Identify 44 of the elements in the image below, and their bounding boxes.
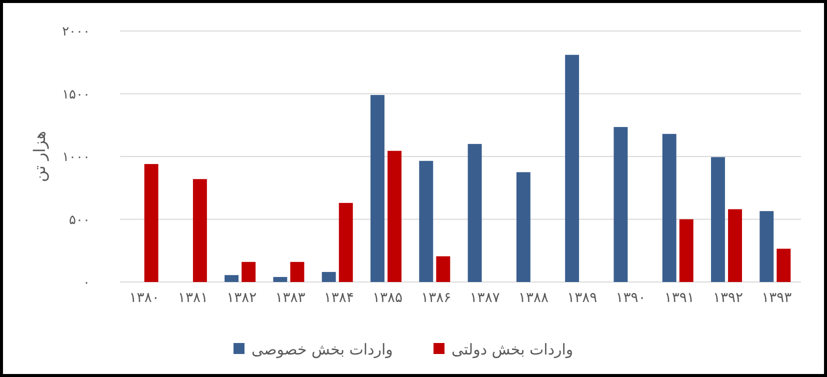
x-tick-label: ۱۳۹۰ — [616, 290, 646, 306]
bar — [614, 127, 628, 282]
y-tick-label: ۱۰۰۰ — [62, 150, 90, 166]
legend-label: واردات بخش خصوصی — [252, 340, 393, 358]
x-tick-label: ۱۳۸۹ — [567, 290, 598, 306]
bar — [290, 262, 304, 282]
bar — [388, 150, 402, 282]
bar — [419, 160, 434, 282]
y-tick-label: ۲۰۰۰ — [62, 24, 90, 40]
bar — [144, 164, 158, 282]
x-tick-label: ۱۳۹۳ — [762, 290, 792, 306]
bar — [273, 276, 288, 282]
x-tick-label: ۱۳۸۸ — [518, 290, 549, 306]
bar — [711, 157, 725, 282]
legend-label: واردات بخش دولتی — [452, 340, 574, 358]
y-tick-label: ۵۰۰ — [69, 212, 90, 228]
bar — [192, 179, 207, 282]
y-tick-label: ۱۵۰۰ — [62, 87, 90, 102]
bar — [468, 144, 482, 282]
bar — [224, 275, 239, 282]
x-tick-label: ۱۳۹۲ — [712, 290, 744, 306]
bar — [728, 209, 742, 282]
bar — [662, 134, 676, 282]
bar — [242, 262, 256, 282]
x-tick-label: ۱۳۸۵ — [372, 290, 403, 306]
x-tick-label: ۱۳۸۶ — [421, 290, 452, 306]
bar — [760, 211, 774, 282]
bar — [516, 172, 530, 282]
x-tick-label: ۱۳۹۱ — [664, 290, 694, 306]
x-tick-label: ۱۳۸۳ — [275, 290, 306, 306]
bar — [338, 202, 353, 282]
x-tick-label: ۱۳۸۴ — [324, 290, 354, 306]
x-tick-label: ۱۳۸۱ — [178, 290, 208, 306]
bar — [679, 219, 694, 282]
y-axis-title: هزار تن — [30, 130, 49, 182]
bar — [565, 54, 580, 282]
x-tick-label: ۱۳۸۷ — [470, 290, 500, 306]
y-tick-label: ۰ — [83, 276, 90, 291]
bar — [322, 272, 336, 282]
bar — [776, 248, 791, 282]
x-tick-label: ۱۳۸۰ — [129, 290, 160, 306]
bar — [370, 95, 384, 282]
bar — [436, 256, 450, 282]
x-tick-label: ۱۳۸۲ — [226, 290, 257, 306]
